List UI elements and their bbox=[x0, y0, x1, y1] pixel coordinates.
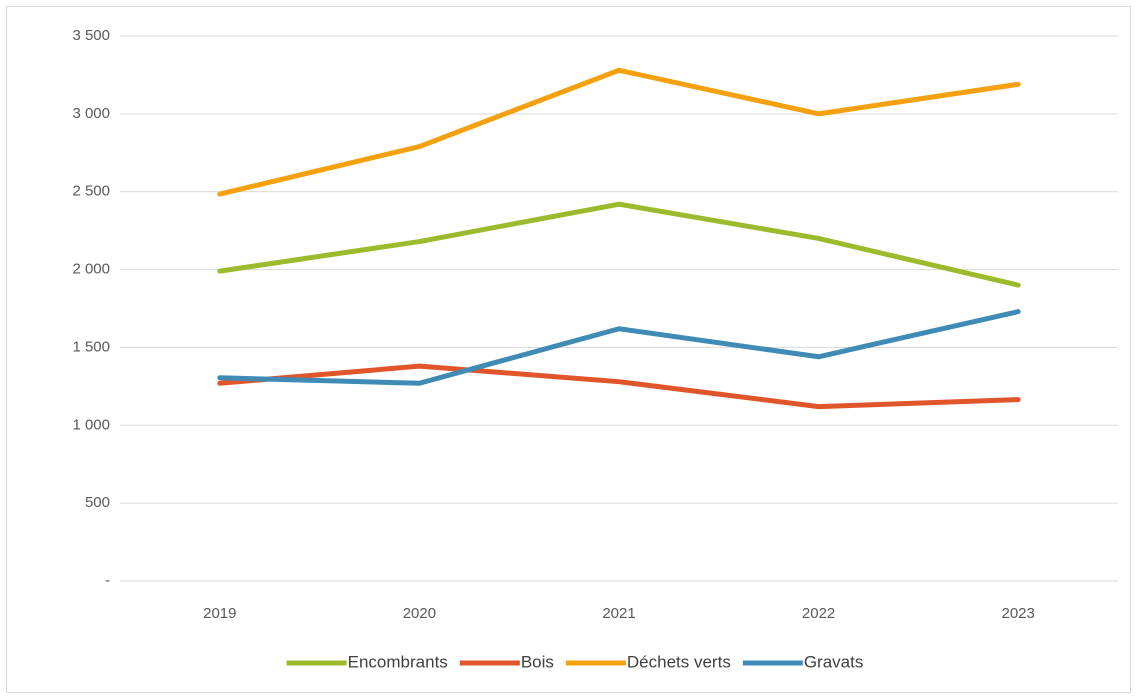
y-tick-label: 2 000 bbox=[72, 261, 110, 278]
legend-label: Bois bbox=[521, 652, 554, 671]
y-tick-label: 3 000 bbox=[72, 105, 110, 122]
legend-label: Encombrants bbox=[348, 652, 448, 671]
x-tick-label: 2020 bbox=[403, 605, 436, 622]
series-line bbox=[217, 309, 1021, 386]
chart-border bbox=[6, 6, 1131, 693]
y-tick-label: 3 500 bbox=[72, 27, 110, 44]
series-line bbox=[217, 201, 1021, 288]
legend-label: Déchets verts bbox=[627, 652, 731, 671]
x-tick-label: 2019 bbox=[203, 605, 236, 622]
x-tick-label: 2023 bbox=[1002, 605, 1035, 622]
y-tick-label: 2 500 bbox=[72, 183, 110, 200]
y-tick-label: 1 500 bbox=[72, 338, 110, 355]
x-tick-label: 2022 bbox=[802, 605, 835, 622]
y-tick-label: 500 bbox=[85, 494, 110, 511]
y-tick-label: 1 000 bbox=[72, 416, 110, 433]
legend-label: Gravats bbox=[804, 652, 864, 671]
series-line bbox=[217, 363, 1021, 410]
y-tick-label: - bbox=[105, 572, 110, 589]
series-line bbox=[217, 67, 1021, 197]
x-tick-label: 2021 bbox=[602, 605, 635, 622]
